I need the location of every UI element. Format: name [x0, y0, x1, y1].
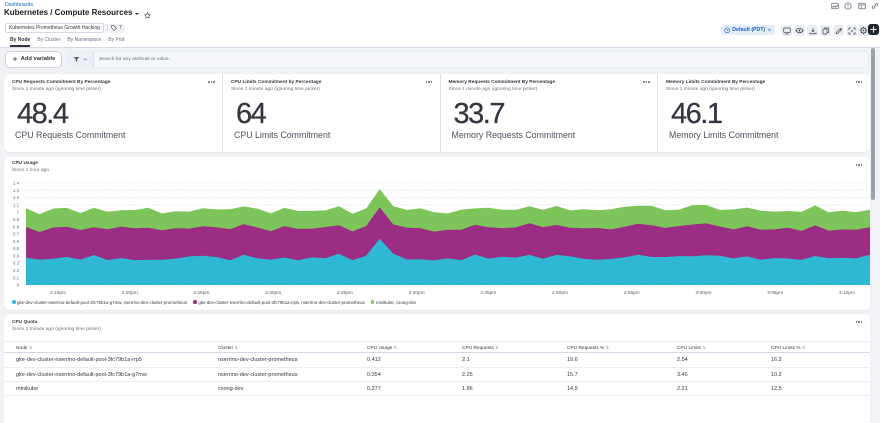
svg-text:1.1: 1.1 — [13, 202, 20, 207]
svg-text:2:30pm: 2:30pm — [265, 290, 281, 296]
svg-text:2:55pm: 2:55pm — [624, 290, 640, 296]
svg-text:3:05pm: 3:05pm — [767, 290, 783, 296]
svg-text:2:15pm: 2:15pm — [50, 290, 66, 296]
svg-text:0.1: 0.1 — [13, 275, 20, 280]
svg-text:3:10pm: 3:10pm — [839, 290, 855, 296]
svg-text:2:45pm: 2:45pm — [480, 290, 496, 296]
svg-text:2:50pm: 2:50pm — [552, 290, 568, 296]
svg-text:3:00pm: 3:00pm — [696, 290, 712, 296]
svg-text:2:40pm: 2:40pm — [409, 290, 425, 296]
svg-text:0.6: 0.6 — [13, 239, 20, 244]
svg-text:0.3: 0.3 — [13, 261, 20, 266]
svg-text:0.7: 0.7 — [13, 232, 20, 237]
svg-text:0.9: 0.9 — [13, 217, 20, 222]
svg-text:1.2: 1.2 — [13, 195, 20, 200]
svg-text:0.4: 0.4 — [13, 253, 20, 258]
svg-text:1.4: 1.4 — [13, 181, 20, 186]
svg-text:0.5: 0.5 — [13, 246, 20, 251]
svg-text:1.3: 1.3 — [13, 188, 20, 193]
svg-text:2:35pm: 2:35pm — [337, 290, 353, 296]
svg-text:0: 0 — [17, 283, 20, 288]
svg-text:2:20pm: 2:20pm — [122, 290, 138, 296]
svg-text:1: 1 — [17, 210, 20, 215]
svg-text:2:25pm: 2:25pm — [193, 290, 209, 296]
svg-text:0.2: 0.2 — [13, 268, 20, 273]
svg-text:0.8: 0.8 — [13, 224, 20, 229]
